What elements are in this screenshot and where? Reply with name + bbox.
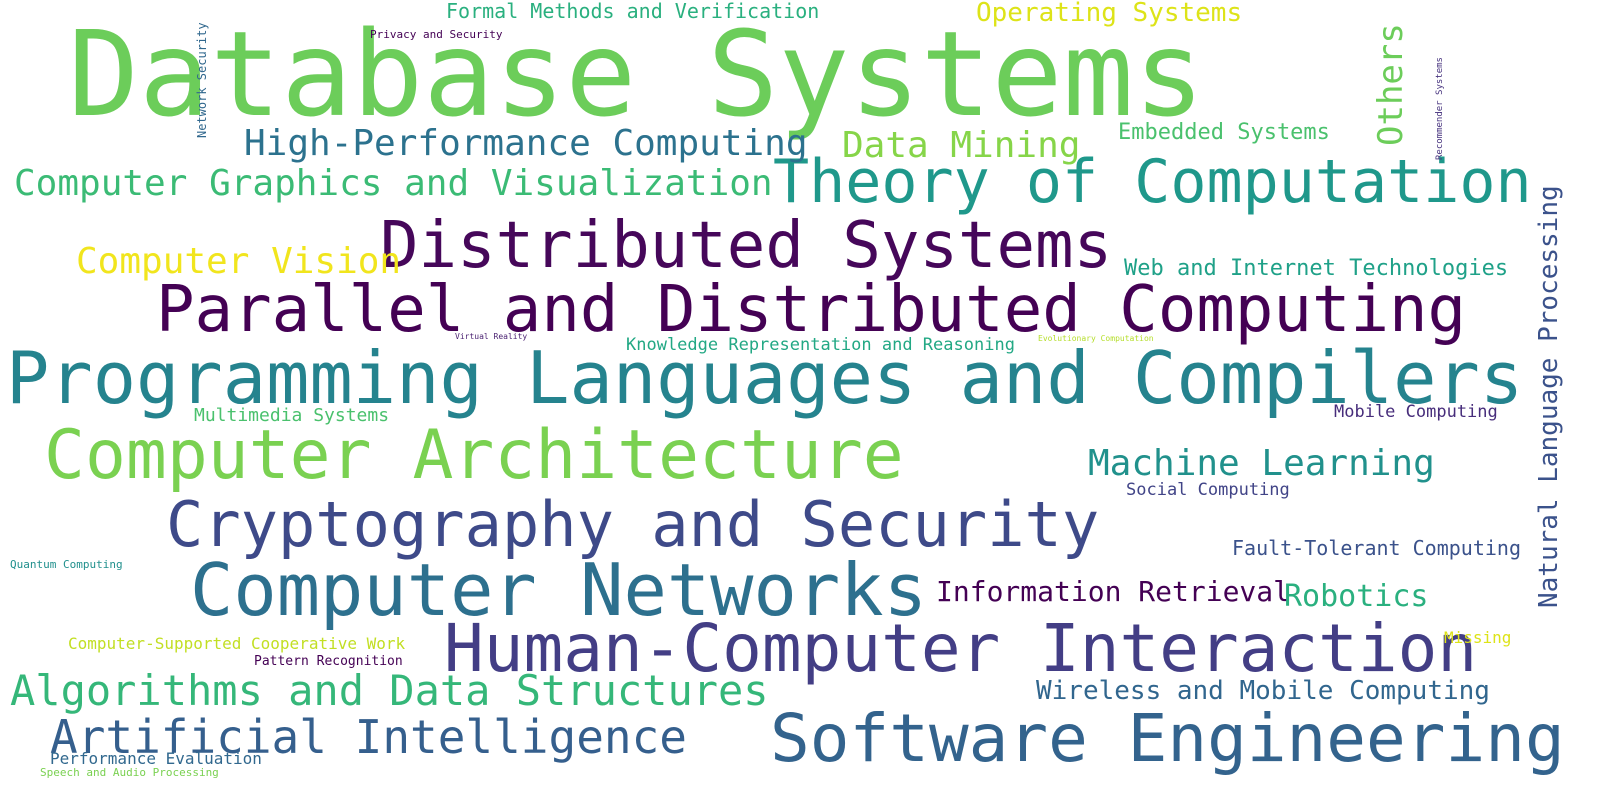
word-computer-vision: Computer Vision (76, 241, 402, 282)
word-pattern-recognition: Pattern Recognition (254, 654, 403, 669)
word-human-computer-interaction: Human-Computer Interaction (444, 610, 1478, 687)
word-computer-architecture: Computer Architecture (44, 416, 904, 495)
word-theory-of-computation: Theory of Computation (773, 147, 1532, 217)
word-robotics: Robotics (1284, 579, 1429, 614)
word-social-computing: Social Computing (1126, 480, 1290, 500)
word-artificial-intelligence: Artificial Intelligence (50, 710, 687, 764)
word-information-retrieval: Information Retrieval (936, 575, 1291, 608)
word-performance-evaluation: Performance Evaluation (50, 749, 262, 768)
word-fault-tolerant-computing: Fault-Tolerant Computing (1232, 536, 1521, 560)
word-web-and-internet-technologies: Web and Internet Technologies (1124, 256, 1509, 281)
word-missing: Missing (1444, 628, 1512, 647)
word-formal-methods-and-verification: Formal Methods and Verification (446, 0, 820, 23)
word-wireless-and-mobile-computing: Wireless and Mobile Computing (1036, 676, 1490, 706)
word-recommender-systems: Recommender Systems (1435, 57, 1445, 160)
word-embedded-systems: Embedded Systems (1118, 120, 1330, 145)
word-natural-language-processing: Natural Language Processing (1534, 185, 1564, 608)
word-high-performance-computing: High-Performance Computing (244, 123, 808, 164)
word-network-security: Network Security (195, 22, 209, 138)
word-computer-supported-cooperative-work: Computer-Supported Cooperative Work (68, 634, 406, 653)
word-programming-languages-and-compilers: Programming Languages and Compilers (6, 336, 1524, 420)
word-mobile-computing: Mobile Computing (1334, 402, 1498, 422)
word-quantum-computing: Quantum Computing (10, 558, 123, 571)
word-database-systems: Database Systems (68, 5, 1205, 143)
word-computer-graphics-and-visualization: Computer Graphics and Visualization (14, 163, 773, 204)
word-machine-learning: Machine Learning (1088, 443, 1435, 484)
word-knowledge-representation-and-reasoning: Knowledge Representation and Reasoning (626, 335, 1015, 355)
word-privacy-and-security: Privacy and Security (370, 28, 503, 41)
word-others: Others (1371, 23, 1411, 146)
word-computer-networks: Computer Networks (190, 548, 927, 632)
word-algorithms-and-data-structures: Algorithms and Data Structures (10, 666, 769, 715)
word-cryptography-and-security: Cryptography and Security (166, 488, 1100, 561)
word-multimedia-systems: Multimedia Systems (194, 405, 390, 426)
word-virtual-reality: Virtual Reality (455, 332, 528, 341)
word-data-mining: Data Mining (842, 125, 1081, 166)
word-distributed-systems: Distributed Systems (380, 209, 1113, 283)
word-speech-and-audio-processing: Speech and Audio Processing (40, 766, 219, 779)
word-software-engineering: Software Engineering (770, 700, 1565, 777)
word-parallel-and-distributed-computing: Parallel and Distributed Computing (156, 273, 1467, 347)
word-operating-systems: Operating Systems (976, 0, 1243, 28)
word-evolutionary-computation: Evolutionary Computation (1038, 334, 1154, 343)
